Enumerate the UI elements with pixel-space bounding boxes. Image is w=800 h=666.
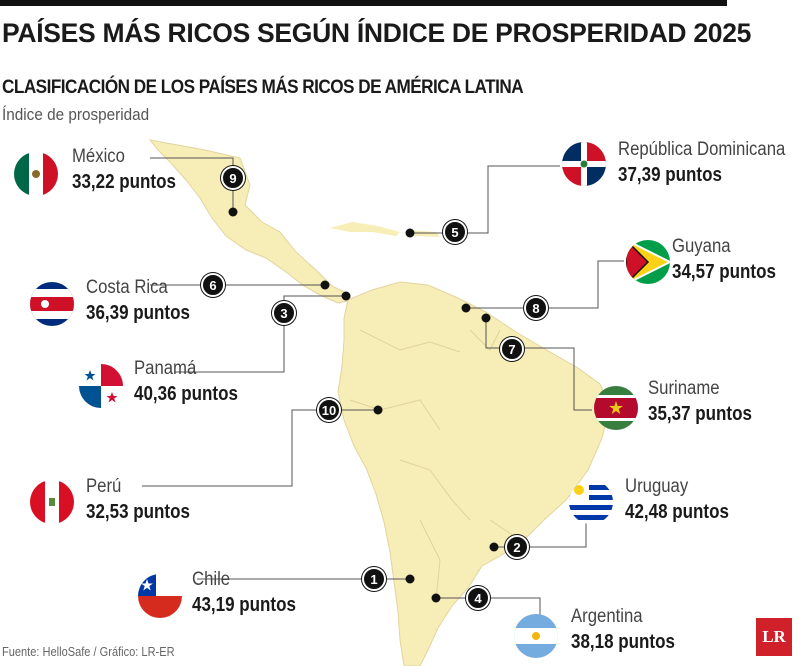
dominicana-dot <box>405 228 415 238</box>
dominicana-label: República Dominicana 37,39 puntos <box>618 139 800 187</box>
source-note: Fuente: HelloSafe / Gráfico: LR-ER <box>2 644 175 659</box>
rank-badge-chile: 1 <box>362 567 386 591</box>
rank-badge-panama: 3 <box>272 301 296 325</box>
costarica-label: Costa Rica 36,39 puntos <box>86 277 208 325</box>
argentina-value: 38,18 puntos <box>571 631 675 653</box>
uruguay-value: 42,48 puntos <box>625 501 729 523</box>
rank-badge-dominicana: 5 <box>443 220 467 244</box>
page-title: PAÍSES MÁS RICOS SEGÚN ÍNDICE DE PROSPER… <box>2 18 752 48</box>
peru-dot <box>373 405 383 415</box>
mexico-flag-icon <box>14 152 58 196</box>
panama-dot <box>341 291 351 301</box>
peru-value: 32,53 puntos <box>86 501 190 523</box>
rank-badge-suriname: 7 <box>500 337 524 361</box>
suriname-flag-icon <box>594 386 638 430</box>
guyana-value: 34,57 puntos <box>672 261 776 283</box>
costarica-dot <box>320 280 330 290</box>
mexico-value: 33,22 puntos <box>72 171 176 193</box>
panama-flag-icon <box>79 364 123 408</box>
argentina-dot <box>431 593 441 603</box>
rank-badge-mexico: 9 <box>221 166 245 190</box>
mexico-name: México <box>72 146 125 167</box>
uruguay-label: Uruguay 42,48 puntos <box>625 476 747 524</box>
peru-label: Perú 32,53 puntos <box>86 476 208 524</box>
chart-subtitle: CLASIFICACIÓN DE LOS PAÍSES MÁS RICOS DE… <box>2 76 524 98</box>
uruguay-name: Uruguay <box>625 476 689 497</box>
peru-flag-icon <box>30 480 74 524</box>
caribbean-islands-shape <box>330 222 400 236</box>
uruguay-dot <box>489 542 499 552</box>
panama-value: 40,36 puntos <box>134 383 238 405</box>
mexico-label: México 33,22 puntos <box>72 146 194 194</box>
mexico-dot <box>228 207 238 217</box>
suriname-dot <box>481 313 491 323</box>
chile-value: 43,19 puntos <box>192 594 296 616</box>
metric-label: Índice de prosperidad <box>2 105 150 124</box>
suriname-value: 35,37 puntos <box>648 403 752 425</box>
argentina-name: Argentina <box>571 606 643 627</box>
costarica-name: Costa Rica <box>86 277 168 298</box>
dominicana-value: 37,39 puntos <box>618 164 722 186</box>
rank-badge-uruguay: 2 <box>505 535 529 559</box>
costarica-value: 36,39 puntos <box>86 302 190 324</box>
rank-badge-costarica: 6 <box>201 273 225 297</box>
rank-badge-guyana: 8 <box>524 296 548 320</box>
guyana-label: Guyana 34,57 puntos <box>672 236 794 284</box>
panama-label: Panamá 40,36 puntos <box>134 358 256 406</box>
dominicana-flag-icon <box>562 142 606 186</box>
chile-flag-icon <box>138 574 182 618</box>
rank-badge-argentina: 4 <box>466 586 490 610</box>
mexico-central-america-shape <box>148 139 353 304</box>
uruguay-flag-icon <box>569 480 613 524</box>
south-america-shape <box>337 281 611 666</box>
guyana-flag-icon <box>626 240 670 284</box>
guyana-dot <box>461 303 471 313</box>
chile-dot <box>405 574 415 584</box>
lr-logo: LR <box>756 618 792 656</box>
suriname-name: Suriname <box>648 378 720 399</box>
argentina-label: Argentina 38,18 puntos <box>571 606 693 654</box>
dominicana-name: República Dominicana <box>618 139 786 160</box>
chile-label: Chile 43,19 puntos <box>192 569 314 617</box>
costarica-flag-icon <box>30 282 74 326</box>
guyana-name: Guyana <box>672 236 731 257</box>
rank-badge-peru: 10 <box>317 398 341 422</box>
argentina-flag-icon <box>514 614 558 658</box>
suriname-label: Suriname 35,37 puntos <box>648 378 770 426</box>
panama-name: Panamá <box>134 358 197 379</box>
top-rule <box>0 0 727 6</box>
peru-name: Perú <box>86 476 122 497</box>
chile-name: Chile <box>192 569 231 590</box>
